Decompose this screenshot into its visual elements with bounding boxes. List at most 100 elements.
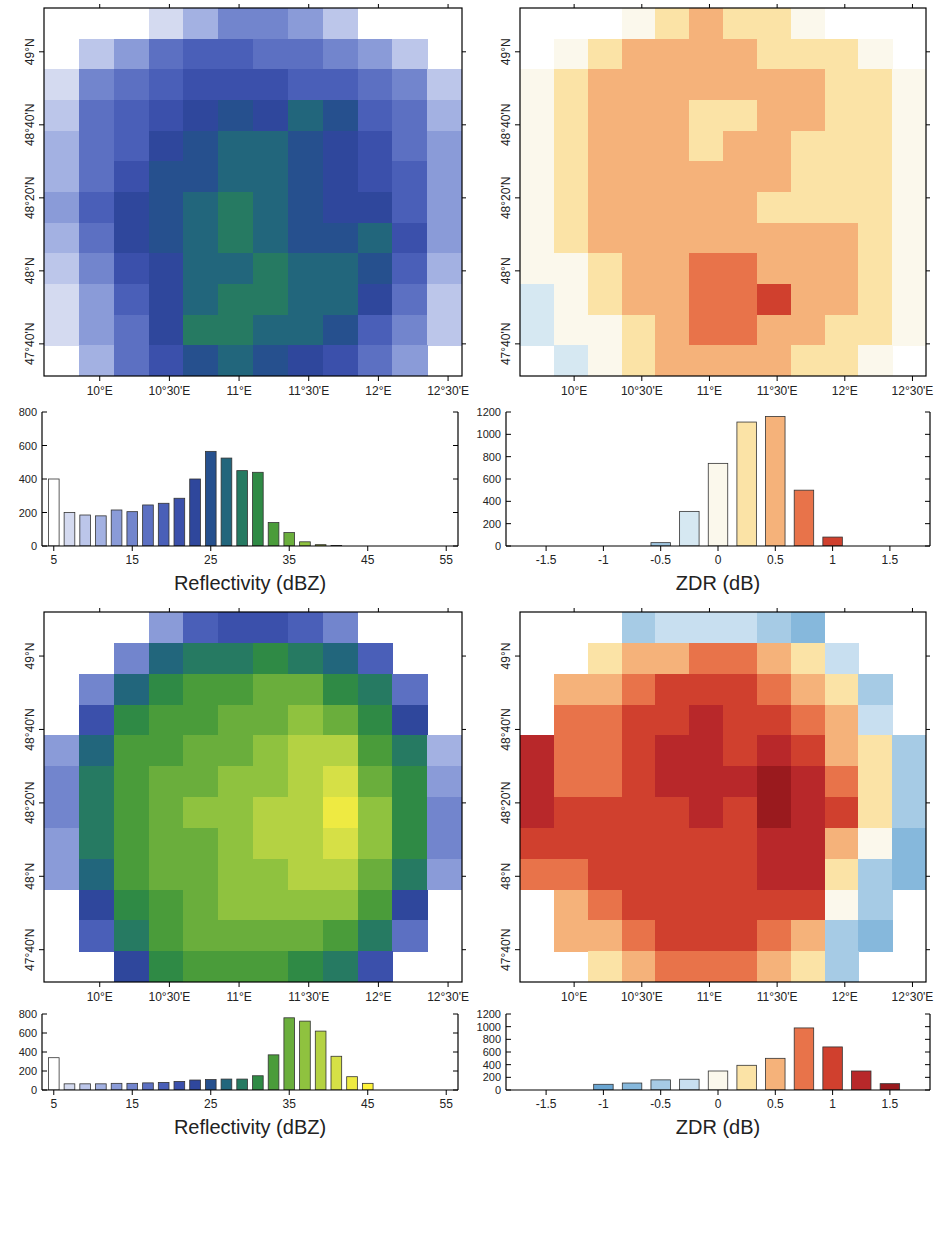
map-cell bbox=[689, 100, 723, 131]
map-cell bbox=[689, 315, 723, 346]
map-cell bbox=[689, 69, 723, 100]
x-tick-label: 10°30'E bbox=[149, 990, 191, 1004]
bar bbox=[158, 503, 169, 546]
x-tick-label: 55 bbox=[440, 553, 454, 567]
x-tick-top bbox=[378, 608, 379, 612]
y-tick-right bbox=[453, 1052, 458, 1053]
y-tick bbox=[506, 479, 511, 480]
map-cell bbox=[218, 161, 253, 192]
map-cell bbox=[689, 890, 723, 921]
y-tick-right bbox=[926, 197, 930, 198]
map-frame bbox=[520, 8, 926, 376]
x-tick bbox=[239, 376, 240, 381]
x-tick-top bbox=[448, 608, 449, 612]
map-cell bbox=[288, 284, 323, 315]
map-cell bbox=[622, 705, 656, 736]
map-cell bbox=[183, 828, 218, 859]
y-tick-label: 800 bbox=[483, 451, 501, 463]
y-tick-label: 48°N bbox=[499, 863, 513, 890]
map-cell bbox=[791, 8, 825, 39]
map-cell bbox=[858, 674, 892, 705]
x-tick-top bbox=[641, 4, 642, 8]
map-cell bbox=[323, 69, 358, 100]
histogram-panel: 020040060080051525354555Reflectivity (dB… bbox=[19, 406, 458, 594]
bar bbox=[190, 1080, 201, 1090]
x-tick-label: 11°E bbox=[697, 990, 722, 1004]
x-tick bbox=[289, 1090, 290, 1095]
y-tick-label: 600 bbox=[483, 473, 501, 485]
map-cell bbox=[791, 223, 825, 254]
bar bbox=[284, 533, 295, 546]
map-cell bbox=[723, 797, 757, 828]
map-cell bbox=[757, 161, 791, 192]
bar bbox=[823, 1047, 842, 1090]
map-cell bbox=[858, 223, 892, 254]
map-panel: 10°E10°30'E11°E11°30'E12°E12°30'E47°40'N… bbox=[499, 4, 933, 398]
map-cell bbox=[825, 192, 859, 223]
map-cell bbox=[554, 920, 588, 951]
map-cell bbox=[858, 253, 892, 284]
map-cell bbox=[183, 223, 218, 254]
bar bbox=[622, 1083, 641, 1090]
map-cell bbox=[323, 161, 358, 192]
map-cell bbox=[323, 920, 358, 951]
map-cell bbox=[358, 890, 393, 921]
map-cell bbox=[689, 920, 723, 951]
map-cell bbox=[253, 612, 288, 643]
map-cell bbox=[358, 39, 393, 70]
map-cell bbox=[554, 39, 588, 70]
map-cell bbox=[723, 345, 757, 376]
map-cell bbox=[723, 643, 757, 674]
map-cell bbox=[689, 223, 723, 254]
map-cell bbox=[655, 890, 689, 921]
bar bbox=[64, 513, 75, 547]
map-cell bbox=[114, 951, 149, 982]
map-cell bbox=[757, 253, 791, 284]
x-tick bbox=[448, 982, 449, 987]
map-cell bbox=[892, 192, 926, 223]
map-cell bbox=[358, 253, 393, 284]
map-cell bbox=[427, 828, 462, 859]
map-cell bbox=[253, 100, 288, 131]
map-cell bbox=[183, 705, 218, 736]
map-cell bbox=[218, 705, 253, 736]
map-cell bbox=[520, 69, 554, 100]
map-cell bbox=[288, 345, 323, 376]
map-cell bbox=[323, 674, 358, 705]
histogram-panel: 020040060080010001200-1.5-1-0.500.511.5Z… bbox=[477, 1008, 930, 1138]
map-cell bbox=[622, 8, 656, 39]
x-tick bbox=[641, 982, 642, 987]
x-tick bbox=[169, 982, 170, 987]
bar bbox=[331, 1056, 342, 1090]
map-cell bbox=[588, 674, 622, 705]
map-cell bbox=[757, 859, 791, 890]
x-tick bbox=[660, 1090, 661, 1095]
map-cell bbox=[689, 192, 723, 223]
y-tick-label: 47°40'N bbox=[499, 928, 513, 970]
bar bbox=[96, 516, 107, 546]
map-cell bbox=[892, 859, 926, 890]
map-cell bbox=[622, 284, 656, 315]
y-tick-right bbox=[453, 546, 458, 547]
map-cell bbox=[757, 797, 791, 828]
map-cell bbox=[892, 828, 926, 859]
x-tick-label: 15 bbox=[126, 1097, 140, 1111]
map-cell bbox=[392, 192, 427, 223]
map-cell bbox=[520, 223, 554, 254]
map-cell bbox=[253, 705, 288, 736]
y-tick-label: 47°40'N bbox=[499, 323, 513, 365]
map-cell bbox=[791, 345, 825, 376]
map-cell bbox=[288, 612, 323, 643]
map-cell bbox=[520, 100, 554, 131]
map-cell bbox=[392, 284, 427, 315]
map-cell bbox=[757, 39, 791, 70]
map-cell bbox=[114, 920, 149, 951]
y-tick bbox=[42, 1071, 47, 1072]
map-cell bbox=[622, 612, 656, 643]
map-cell bbox=[149, 859, 184, 890]
map-cell bbox=[757, 100, 791, 131]
map-cell bbox=[183, 797, 218, 828]
map-cell bbox=[44, 131, 79, 162]
map-cell bbox=[149, 951, 184, 982]
map-cell bbox=[427, 253, 462, 284]
